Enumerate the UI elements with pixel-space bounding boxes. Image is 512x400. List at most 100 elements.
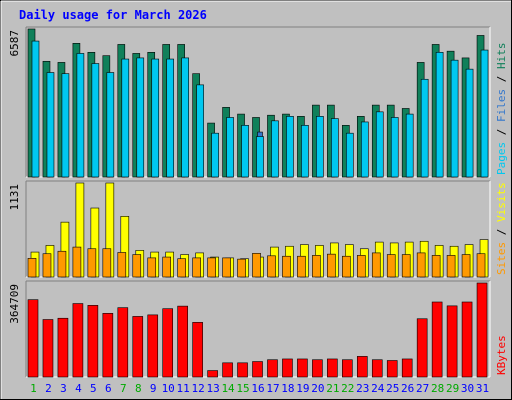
bar-kbytes-day-16 xyxy=(252,361,263,378)
bar-kbytes-day-6 xyxy=(102,313,114,378)
x-tick-label-day-18: 18 xyxy=(281,382,294,395)
x-tick-label-day-6: 6 xyxy=(105,382,112,395)
bar-sites-day-30 xyxy=(461,254,471,278)
bar-sites-day-16 xyxy=(252,253,261,278)
x-tick-label-day-14: 14 xyxy=(221,382,235,395)
x-tick-label-day-29: 29 xyxy=(446,382,459,395)
bar-sites-day-1 xyxy=(27,257,37,278)
bar-kbytes-day-31 xyxy=(476,282,488,378)
x-tick-label-day-11: 11 xyxy=(177,382,190,395)
x-tick-label-day-12: 12 xyxy=(192,382,205,395)
bar-sites-day-26 xyxy=(401,254,411,278)
bar-kbytes-day-10 xyxy=(162,308,174,378)
bar-sites-day-17 xyxy=(267,255,276,278)
x-tick-label-day-24: 24 xyxy=(371,382,385,395)
bar-pages-day-22 xyxy=(346,132,354,178)
bar-pages-day-6 xyxy=(106,72,115,178)
x-tick-label-day-26: 26 xyxy=(401,382,414,395)
bar-kbytes-day-9 xyxy=(147,314,159,378)
x-tick-label-day-3: 3 xyxy=(60,382,67,395)
right-axis-label-part: KBytes xyxy=(495,335,508,375)
x-tick-label-day-17: 17 xyxy=(266,382,279,395)
x-tick-label-day-2: 2 xyxy=(45,382,52,395)
x-tick-label-day-8: 8 xyxy=(135,382,142,395)
right-axis-label-part: / xyxy=(495,122,508,142)
bar-pages-day-18 xyxy=(286,116,294,178)
bar-pages-day-14 xyxy=(226,117,234,178)
bar-kbytes-day-4 xyxy=(72,303,84,378)
right-axis-label-pages-files-hits: Pages / Files / Hits xyxy=(495,43,508,176)
bar-kbytes-day-15 xyxy=(237,362,248,378)
bar-sites-day-23 xyxy=(356,255,366,278)
bar-sites-day-19 xyxy=(297,255,306,278)
x-tick-label-day-1: 1 xyxy=(30,382,37,395)
bar-sites-day-22 xyxy=(342,255,351,278)
bar-sites-day-13 xyxy=(207,257,216,278)
bar-pages-day-31 xyxy=(480,49,489,178)
bar-kbytes-day-26 xyxy=(401,358,413,378)
bar-pages-day-11 xyxy=(181,57,189,178)
bar-pages-day-20 xyxy=(316,116,324,178)
bar-kbytes-day-8 xyxy=(132,316,144,378)
bar-sites-day-21 xyxy=(327,253,336,278)
bar-kbytes-day-17 xyxy=(267,359,278,378)
x-tick-label-day-19: 19 xyxy=(296,382,309,395)
bar-pages-day-27 xyxy=(420,78,429,178)
bar-sites-day-6 xyxy=(102,248,112,278)
bar-sites-day-29 xyxy=(446,255,456,278)
bar-sites-day-31 xyxy=(476,253,486,278)
bar-pages-day-15 xyxy=(241,125,249,178)
bar-pages-day-23 xyxy=(360,121,369,178)
right-axis-label-part: Visits xyxy=(495,182,508,222)
right-axis-label-part: / xyxy=(495,222,508,242)
x-tick-label-day-28: 28 xyxy=(431,382,444,395)
bar-sites-day-8 xyxy=(132,254,142,278)
bar-pages-day-26 xyxy=(405,113,414,178)
bar-pages-day-10 xyxy=(166,58,175,178)
bar-kbytes-day-23 xyxy=(356,356,368,378)
right-axis-label-kbytes: KBytes xyxy=(495,335,508,375)
bar-kbytes-day-18 xyxy=(282,358,293,378)
x-tick-label-day-31: 31 xyxy=(476,382,489,395)
right-axis-label-part: Files xyxy=(495,89,508,122)
bar-kbytes-day-2 xyxy=(42,319,54,378)
bar-kbytes-day-1 xyxy=(27,299,39,378)
bar-sites-day-3 xyxy=(57,250,67,278)
bar-pages-day-28 xyxy=(435,51,444,178)
bar-pages-day-12 xyxy=(196,84,204,178)
x-tick-label-day-7: 7 xyxy=(120,382,127,395)
x-tick-label-day-27: 27 xyxy=(416,382,429,395)
bar-pages-day-5 xyxy=(91,63,100,178)
right-axis-label-part: / xyxy=(495,69,508,89)
bar-kbytes-day-20 xyxy=(312,359,323,378)
bar-sites-day-11 xyxy=(177,258,186,278)
x-tick-label-day-21: 21 xyxy=(326,382,339,395)
bar-pages-day-16 xyxy=(256,136,264,178)
bar-kbytes-day-21 xyxy=(327,358,338,378)
bar-pages-day-19 xyxy=(301,125,309,178)
bar-pages-day-21 xyxy=(331,118,339,178)
bar-sites-day-7 xyxy=(117,252,127,278)
bar-sites-day-14 xyxy=(222,257,231,278)
bar-kbytes-day-22 xyxy=(342,359,353,378)
x-tick-label-day-22: 22 xyxy=(341,382,354,395)
x-tick-label-day-4: 4 xyxy=(75,382,82,395)
bar-pages-day-30 xyxy=(465,68,474,178)
bar-sites-day-9 xyxy=(147,257,157,278)
bar-sites-day-20 xyxy=(312,255,321,278)
bar-kbytes-day-24 xyxy=(371,359,383,378)
bar-kbytes-day-11 xyxy=(177,305,188,378)
bar-kbytes-day-5 xyxy=(87,305,99,378)
bar-kbytes-day-25 xyxy=(386,360,398,378)
bar-sites-day-18 xyxy=(282,255,291,278)
x-tick-label-day-9: 9 xyxy=(150,382,157,395)
bar-sites-day-25 xyxy=(386,254,396,278)
bar-pages-day-8 xyxy=(136,57,145,178)
bar-kbytes-day-30 xyxy=(461,301,473,378)
x-tick-label-day-20: 20 xyxy=(311,382,324,395)
x-tick-label-day-13: 13 xyxy=(206,382,219,395)
x-tick-label-day-30: 30 xyxy=(461,382,474,395)
x-tick-label-day-23: 23 xyxy=(356,382,369,395)
